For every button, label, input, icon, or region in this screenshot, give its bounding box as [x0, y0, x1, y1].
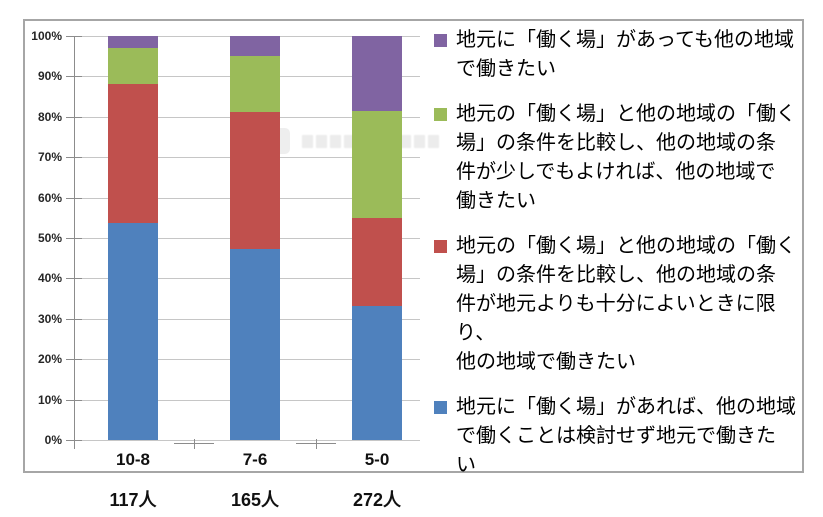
legend-item-0: 地元に「働く場」があっても他の地域 で働きたい	[434, 26, 798, 84]
bar-segment-7-6-s2	[230, 55, 280, 112]
legend-item-2: 地元の「働く場」と他の地域の「働く 場」の条件を比較し、他の地域の条 件が地元よ…	[434, 232, 798, 377]
x-axis-tick	[316, 439, 317, 449]
x-axis-label: 5-0	[364, 450, 390, 469]
bar-segment-10-8-s1	[108, 83, 158, 223]
y-axis-label: 50%	[37, 231, 62, 245]
y-axis-label: 0%	[44, 433, 62, 447]
bar-segment-10-8-s3	[108, 36, 158, 49]
y-axis-label: 60%	[37, 190, 62, 205]
gridline	[74, 440, 420, 441]
bar-segment-7-6-s3	[230, 36, 280, 56]
y-axis-label: 20%	[37, 352, 62, 367]
y-axis-label: 40%	[37, 271, 62, 286]
y-axis-line	[74, 36, 75, 449]
bar-segment-5-0-s1	[352, 217, 402, 307]
category-count-label: 117人	[109, 490, 157, 510]
x-axis-tick	[194, 439, 195, 449]
bar-segment-5-0-s0	[352, 306, 402, 440]
legend-label: 地元の「働く場」と他の地域の「働く 場」の条件を比較し、他の地域の条 件が少しで…	[456, 103, 796, 212]
y-axis-label: 80%	[37, 109, 62, 124]
x-axis-label: 7-6	[242, 450, 268, 469]
legend-item-3: 地元に「働く場」があれば、他の地域 で働くことは検討せず地元で働きた い	[434, 393, 798, 480]
bar-segment-5-0-s2	[352, 110, 402, 218]
legend-item-1: 地元の「働く場」と他の地域の「働く 場」の条件を比較し、他の地域の条 件が少しで…	[434, 100, 798, 216]
legend-swatch-icon	[434, 108, 447, 121]
legend-swatch-icon	[434, 240, 447, 253]
bar-segment-7-6-s1	[230, 111, 280, 249]
legend-swatch-icon	[434, 34, 447, 47]
bar-segment-10-8-s2	[108, 48, 158, 84]
y-axis-label: 70%	[37, 150, 62, 165]
y-axis-label: 90%	[37, 69, 62, 84]
bar-segment-5-0-s3	[352, 36, 402, 111]
bar-segment-7-6-s0	[230, 248, 280, 440]
legend-label: 地元の「働く場」と他の地域の「働く 場」の条件を比較し、他の地域の条 件が地元よ…	[456, 235, 796, 373]
y-axis-label: 30%	[37, 311, 62, 326]
bar-segment-10-8-s0	[108, 222, 158, 440]
legend-label: 地元に「働く場」があっても他の地域 で働きたい	[456, 29, 794, 80]
legend: 地元に「働く場」があっても他の地域 で働きたい地元の「働く場」と他の地域の「働く…	[434, 26, 798, 496]
category-count-label: 165人	[230, 490, 280, 510]
y-axis-label: 100%	[31, 29, 62, 43]
x-axis-label: 10-8	[115, 450, 151, 469]
legend-label: 地元に「働く場」があれば、他の地域 で働くことは検討せず地元で働きた い	[456, 396, 796, 476]
legend-swatch-icon	[434, 401, 447, 414]
category-count-label: 272人	[352, 490, 402, 510]
y-axis-label: 10%	[37, 392, 62, 407]
